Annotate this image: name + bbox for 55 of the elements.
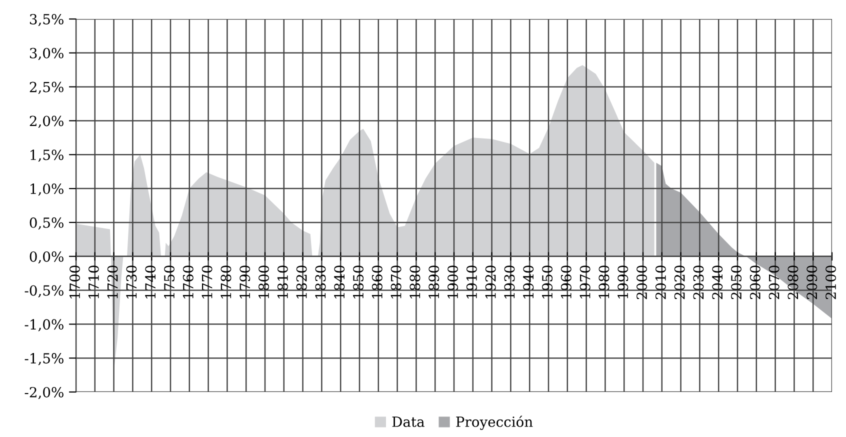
x-tick-label: 2040	[712, 266, 723, 300]
x-tick-label: 1710	[88, 266, 99, 298]
x-tick-label: 1720	[107, 266, 118, 298]
y-tick-label: -1,5%	[24, 353, 64, 366]
y-tick-label: -0,5%	[24, 285, 64, 298]
x-tick-label: 1990	[618, 266, 628, 298]
x-tick-label: 1840	[334, 266, 345, 298]
x-tick-label: 2090	[806, 266, 818, 300]
x-tick-label: 1790	[240, 266, 250, 298]
x-tick-label: 1910	[466, 266, 477, 298]
x-tick-label: 1950	[542, 266, 553, 298]
x-tick-label: 1760	[182, 266, 194, 298]
x-tick-label: 1820	[296, 266, 307, 298]
y-tick-label: 2,0%	[30, 116, 64, 128]
x-tick-label: 1920	[485, 266, 496, 298]
x-tick-label: 1940	[523, 266, 534, 298]
x-tick-label: 1730	[126, 266, 137, 298]
x-tick-label: 1980	[598, 266, 610, 298]
x-tick-label: 2080	[788, 266, 798, 300]
x-tick-label: 1970	[580, 266, 590, 298]
y-tick-label: 3,5%	[30, 14, 64, 26]
x-tick-label: 2060	[750, 266, 760, 300]
x-tick-label: 1890	[428, 266, 440, 298]
x-tick-label: 1900	[448, 266, 458, 298]
x-tick-label: 1960	[560, 266, 572, 298]
x-tick-label: 1700	[70, 266, 80, 298]
x-tick-label: 2100	[826, 266, 836, 300]
x-tick-label: 1780	[220, 266, 232, 298]
y-tick-label: 0,5%	[30, 217, 64, 230]
x-tick-label: 2030	[693, 266, 704, 300]
y-tick-label: 0,0%	[30, 251, 64, 264]
legend-label: Proyección	[456, 416, 533, 430]
x-tick-label: 1870	[390, 266, 402, 298]
x-tick-label: 2020	[674, 266, 685, 300]
x-tick-label: 1850	[353, 266, 364, 298]
x-tick-label: 1750	[164, 266, 175, 298]
x-tick-label: 2050	[731, 266, 742, 300]
x-tick-label: 1930	[504, 266, 515, 298]
y-tick-label: 1,5%	[30, 150, 64, 162]
x-tick-label: 2070	[768, 266, 780, 300]
x-tick-label: 1810	[277, 266, 288, 298]
x-tick-label: 1860	[372, 266, 382, 298]
x-tick-label: 1770	[202, 266, 212, 298]
x-tick-label: 1880	[410, 266, 420, 298]
x-tick-label: 2010	[655, 266, 666, 300]
x-tick-label: 2000	[636, 266, 648, 300]
y-tick-label: -2,0%	[24, 386, 64, 400]
x-tick-label: 1800	[258, 266, 270, 298]
y-tick-label: 3,0%	[30, 48, 64, 60]
x-tick-label: 1740	[145, 266, 156, 298]
legend-label: Data	[392, 416, 424, 427]
y-tick-label: -1,0%	[24, 319, 64, 332]
y-tick-label: 1,0%	[30, 184, 64, 196]
y-tick-label: 2,5%	[30, 82, 64, 94]
x-tick-label: 1830	[315, 266, 326, 298]
